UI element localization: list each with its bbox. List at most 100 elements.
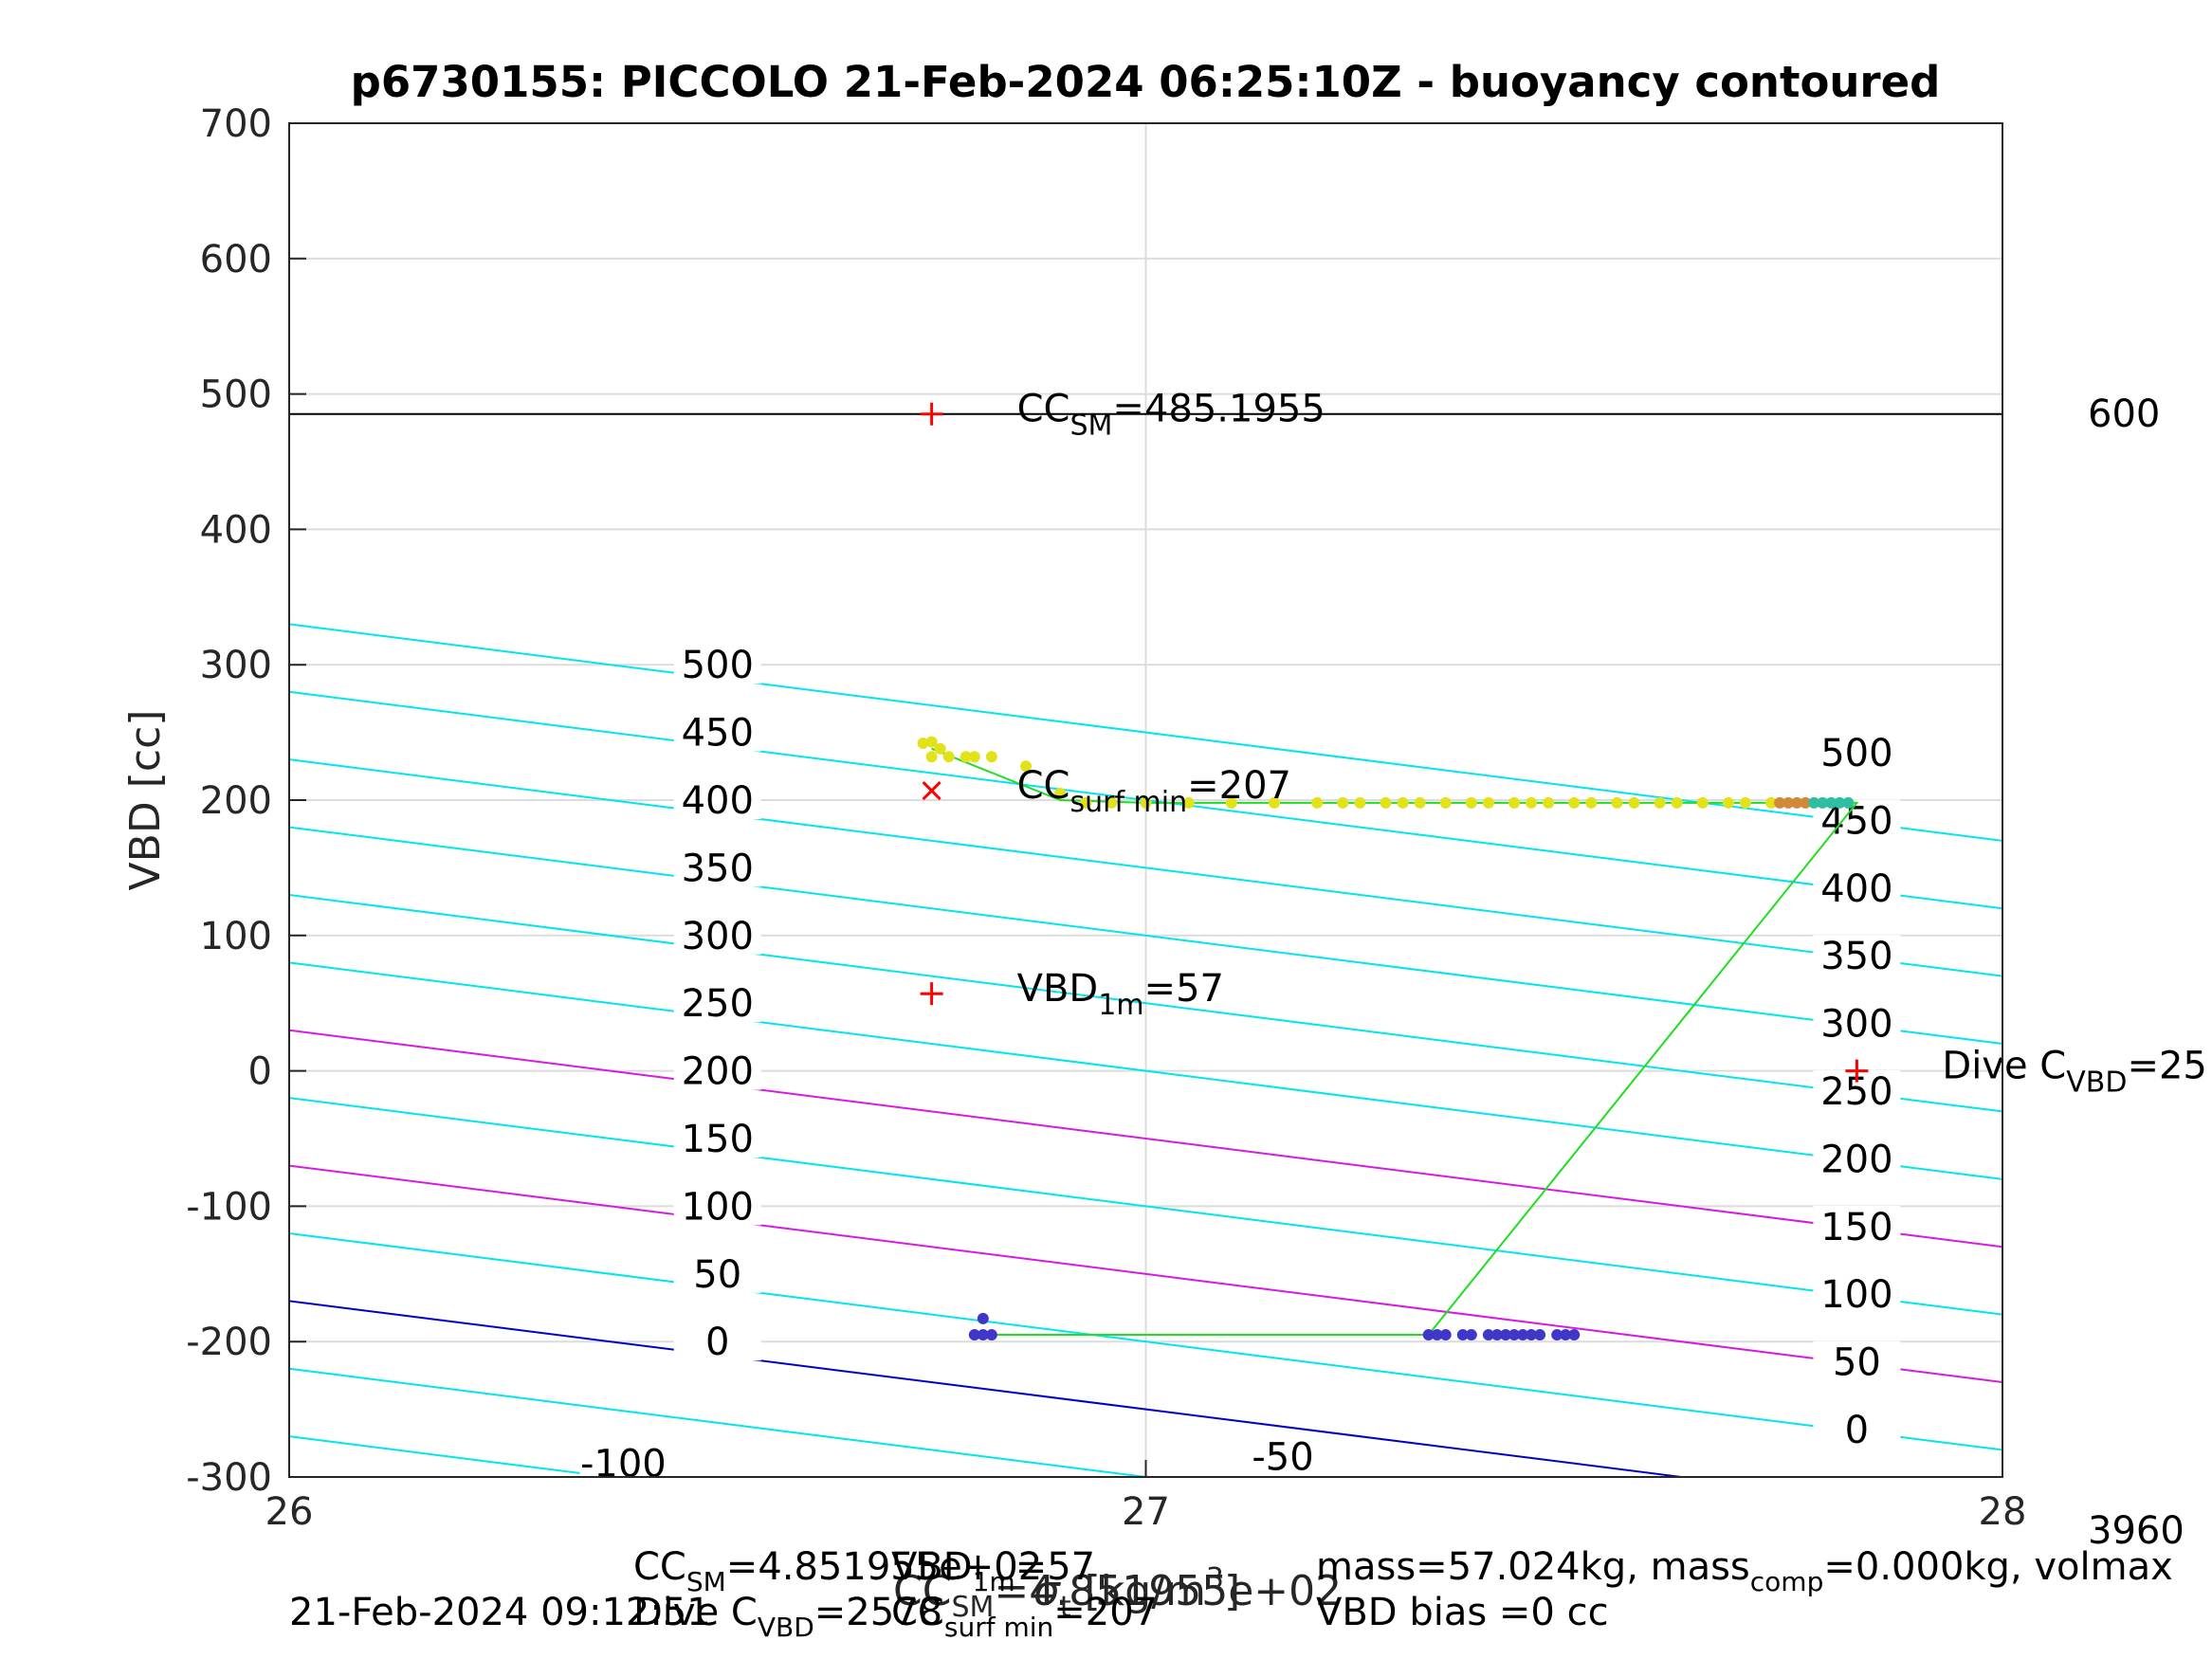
data-point-climb	[1080, 796, 1092, 809]
contour-line	[289, 1029, 2002, 1249]
data-point-climb	[934, 742, 946, 755]
data-point-climb	[925, 751, 938, 763]
data-point-dive	[1508, 1329, 1521, 1341]
footer-vbd-bias: VBD bias =0 cc	[1316, 1591, 1609, 1634]
right-label-top: 600	[2088, 392, 2160, 436]
contour-label-bg	[1813, 935, 1901, 975]
contour-label-bg	[673, 711, 761, 752]
x-label-cc: CC	[893, 1567, 951, 1615]
contour-label: 350	[682, 847, 754, 890]
contour-line	[289, 1367, 1154, 1477]
marker-label: CCsurf min=207	[1017, 764, 1291, 819]
y-tick-label: 500	[200, 374, 272, 417]
y-tick-label: -100	[186, 1185, 272, 1229]
data-point-climb-end	[1817, 796, 1829, 809]
data-point-dive	[1526, 1329, 1538, 1341]
data-point-dive	[1431, 1329, 1443, 1341]
data-point-climb-end	[1834, 796, 1846, 809]
marker-label: Dive CVBD=25	[1942, 1045, 2206, 1100]
contour-labels: 500450400350300250200150100500-100500450…	[579, 644, 1901, 1486]
data-point-climb	[925, 736, 938, 748]
data-point-climb	[960, 751, 972, 763]
contour-label: 300	[1820, 1003, 1892, 1047]
contour-line	[289, 893, 2002, 1113]
x-label-units-sup: 3	[1206, 1562, 1224, 1595]
contour-label: -100	[580, 1443, 667, 1486]
contour-label-bg	[1813, 732, 1901, 773]
data-point-climb	[1765, 796, 1778, 809]
dive-path-line	[931, 747, 1859, 1337]
data-point-dive	[1456, 1329, 1469, 1341]
contour-label: 500	[682, 644, 754, 687]
contour-label: 500	[1820, 732, 1892, 775]
x-label-cc-sub: SM	[951, 1591, 994, 1624]
x-tick-label: 27	[1122, 1490, 1170, 1534]
contour-label-bg	[673, 1252, 761, 1293]
data-point-climb	[1739, 796, 1751, 809]
footer: CCSM=4.851955e+02 VBD1m=57 mass=57.024kg…	[289, 1545, 2173, 1643]
contour-label: 0	[1845, 1409, 1869, 1452]
data-point-climb	[1465, 796, 1477, 809]
contour-label-bg	[579, 1442, 667, 1483]
contour-line	[289, 961, 2002, 1180]
contour-label: 350	[1820, 935, 1892, 978]
contour-line	[289, 826, 2002, 1046]
data-point-climb	[1628, 796, 1640, 809]
contour-label-bg	[1813, 1205, 1901, 1246]
contour-line	[289, 623, 2002, 842]
data-point-climb	[1414, 796, 1426, 809]
data-point-climb	[1611, 796, 1623, 809]
y-tick-label: 600	[200, 238, 272, 282]
contour-label-bg	[673, 1118, 761, 1158]
marker-label: VBD1m=57	[1017, 967, 1224, 1022]
contour-label-bg	[673, 779, 761, 819]
data-point-climb	[1380, 796, 1392, 809]
footer-cc-surf-min: CCsurf min=207	[891, 1591, 1158, 1643]
data-point-climb	[1696, 796, 1709, 809]
y-tick-label: 0	[248, 1050, 272, 1094]
contour-label: 100	[1820, 1273, 1892, 1317]
contour-label: 50	[1833, 1341, 1881, 1385]
data-point-climb	[985, 751, 997, 763]
contour-label: 250	[682, 982, 754, 1026]
data-point-climb	[1585, 796, 1598, 809]
data-point-climb-deep	[1800, 796, 1812, 809]
footer-vbd-1m: VBD1m=57	[891, 1545, 1095, 1597]
contour-label: -50	[1252, 1436, 1313, 1480]
data-point-climb	[942, 751, 955, 763]
buoyancy-contours	[289, 412, 2002, 1477]
contour-label-bg	[673, 914, 761, 955]
contour-label-bg	[673, 847, 761, 887]
data-point-climb	[917, 738, 929, 750]
contour-line	[289, 1300, 1690, 1477]
data-point-dive	[1560, 1329, 1572, 1341]
contour-label-bg	[673, 1321, 761, 1361]
x-axis-sigma-label: σt [kg/m3]	[1033, 1562, 1240, 1624]
contour-label-bg	[1813, 1340, 1901, 1381]
contour-label: 150	[682, 1118, 754, 1161]
data-point-climb-deep	[1791, 796, 1803, 809]
data-point-climb-deep	[1782, 796, 1795, 809]
x-label-sigma: σ	[1033, 1567, 1061, 1615]
data-point-climb	[1671, 796, 1683, 809]
contour-label: 50	[693, 1253, 741, 1297]
footer-cc-sm: CCSM=4.851955e+02	[633, 1545, 1042, 1597]
contour-line	[289, 1164, 2002, 1384]
marker-label: CCSM=485.1955	[1017, 388, 1325, 443]
data-point-climb	[1225, 796, 1237, 809]
data-point-climb-deep	[1774, 796, 1786, 809]
data-point-dive	[1568, 1329, 1581, 1341]
y-tick-label: -200	[186, 1321, 272, 1364]
chart-title: p6730155: PICCOLO 21-Feb-2024 06:25:10Z …	[351, 57, 1941, 107]
contour-line	[289, 1231, 2002, 1451]
footer-dive-c-vbd: Dive CVBD=2578	[633, 1591, 942, 1643]
contour-label-bg	[673, 644, 761, 684]
contour-label-bg	[1813, 1002, 1901, 1043]
y-tick-label: 400	[200, 508, 272, 552]
x-label-units: [kg/m	[1071, 1567, 1206, 1615]
data-point-dive	[985, 1329, 997, 1341]
contour-label-bg	[673, 1185, 761, 1226]
data-point-climb	[1508, 796, 1521, 809]
data-point-climb-end	[1825, 796, 1837, 809]
data-point-climb	[1311, 796, 1324, 809]
